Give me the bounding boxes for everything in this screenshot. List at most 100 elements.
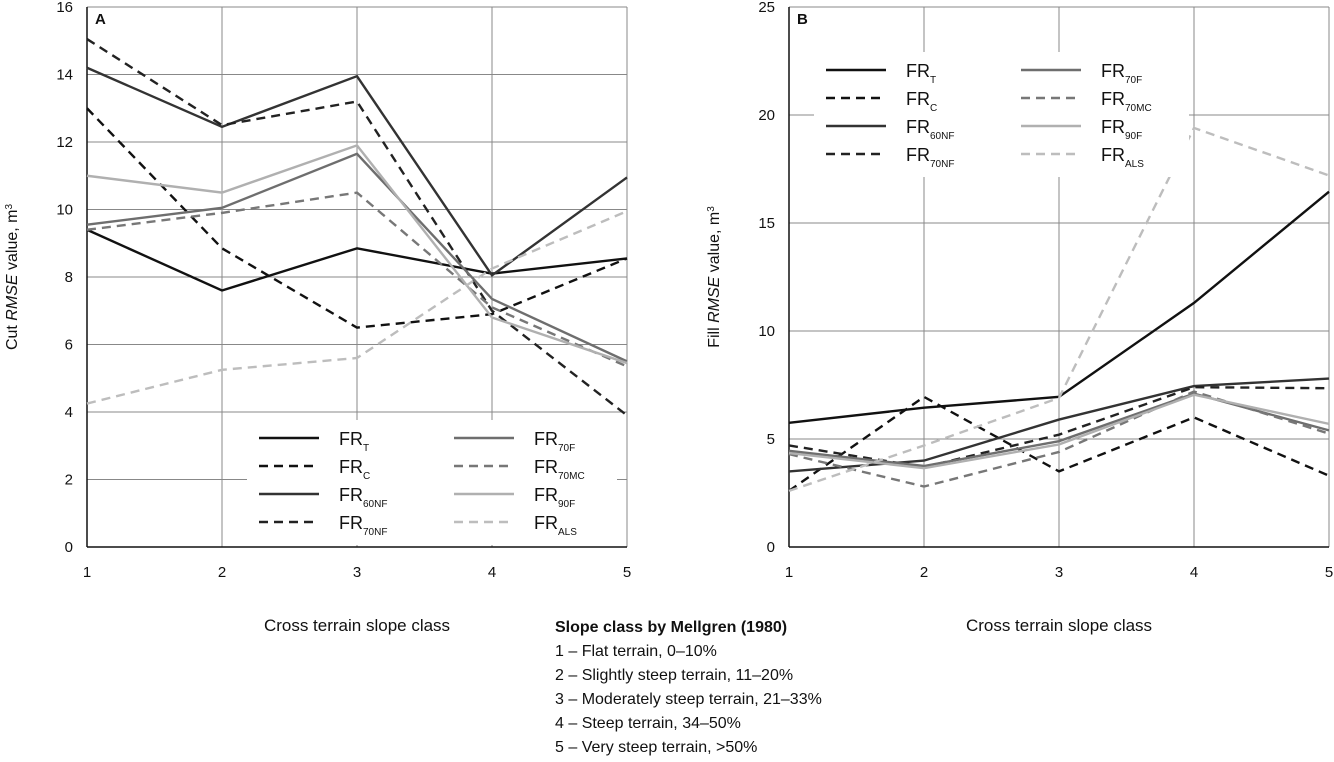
legend-subscript: 70MC (558, 471, 585, 482)
series-line (86, 38, 628, 417)
legend-name: FR (339, 457, 363, 477)
y-tick-label: 4 (65, 404, 73, 421)
series-line (788, 393, 1330, 470)
series-line (86, 152, 628, 363)
y-tick-label: 10 (758, 323, 775, 340)
y-axis-label-part: Cut (4, 321, 21, 350)
legend-label: FR90F (534, 485, 575, 510)
panel-label: A (95, 11, 106, 28)
note-item: 2 – Slightly steep terrain, 11–20% (555, 667, 793, 684)
y-tick-label: 0 (767, 539, 775, 556)
legend-name: FR (906, 89, 930, 109)
y-axis-label-part: value, m (706, 212, 723, 277)
series-line (86, 66, 628, 278)
series-group (788, 126, 1330, 492)
legend-subscript: 60NF (930, 131, 954, 142)
y-tick-label: 10 (56, 202, 73, 219)
legend-subscript: 70F (1125, 75, 1142, 86)
legend-name: FR (534, 485, 558, 505)
note-item: 4 – Steep terrain, 34–50% (555, 715, 741, 732)
series-line (86, 143, 628, 365)
x-axis-label: Cross terrain slope class (264, 616, 450, 635)
legend-name: FR (906, 61, 930, 81)
legend-subscript: 90F (1125, 131, 1142, 142)
x-axis-label: Cross terrain slope class (966, 616, 1152, 635)
legend-subscript: C (930, 103, 937, 114)
legend-name: FR (534, 513, 558, 533)
chart: 0 5 10 15 20 25 1 2 3 4 5 B Cross terrain slope clas… (706, 0, 1334, 635)
legend-subscript: C (363, 471, 370, 482)
y-tick-label: 2 (65, 472, 73, 489)
legend-box (247, 420, 617, 545)
y-tick-label: 5 (767, 431, 775, 448)
note-title: Slope class by Mellgren (1980) (555, 619, 787, 636)
legend-name: FR (1101, 89, 1125, 109)
note: Slope class by Mellgren (1980) 1 – Flat … (555, 619, 822, 756)
y-tick-label: 25 (758, 0, 775, 16)
y-tick-label: 8 (65, 269, 73, 286)
legend-subscript: 70NF (363, 527, 387, 538)
legend-name: FR (534, 429, 558, 449)
y-axis-label-part: RMSE (4, 274, 21, 321)
legend-subscript: 70NF (930, 159, 954, 170)
series-line (86, 107, 628, 329)
series-line (86, 228, 628, 292)
x-tick-label: 1 (83, 564, 91, 581)
y-axis-label-part: RMSE (706, 276, 723, 323)
y-tick-label: 16 (56, 0, 73, 16)
legend-label: FR70F (534, 429, 575, 454)
y-axis-label-part: 3 (4, 204, 15, 210)
x-tick-label: 3 (1055, 564, 1063, 581)
legend-label: FRC (906, 89, 937, 114)
y-axis-label-part: Fill (706, 323, 723, 348)
legend-label: FRALS (1101, 145, 1144, 170)
legend-label: FR90F (1101, 117, 1142, 142)
series-line (788, 126, 1330, 492)
legend-label: FR60NF (339, 485, 387, 510)
legend-label: FR70NF (339, 513, 387, 538)
legend-name: FR (339, 429, 363, 449)
series-line (788, 395, 1330, 492)
y-axis-label-part: 3 (706, 206, 717, 212)
y-tick-label: 12 (56, 134, 73, 151)
legend-name: FR (1101, 61, 1125, 81)
legend-name: FR (1101, 117, 1125, 137)
legend-label: FRALS (534, 513, 577, 538)
x-tick-label: 5 (623, 564, 631, 581)
legend-label: FR60NF (906, 117, 954, 142)
series-line (86, 191, 628, 368)
legend-label: FR70MC (1101, 89, 1152, 114)
legend-label: FRT (906, 61, 936, 86)
legend-label: FR70NF (906, 145, 954, 170)
legend-subscript: 70F (558, 443, 575, 454)
legend-subscript: T (363, 443, 369, 454)
y-tick-label: 15 (758, 215, 775, 232)
y-axis-label: Fill RMSE value, m3 (706, 206, 724, 348)
legend-name: FR (906, 145, 930, 165)
legend-name: FR (339, 485, 363, 505)
y-tick-label: 14 (56, 67, 73, 84)
x-tick-label: 4 (1190, 564, 1198, 581)
legend-name: FR (1101, 145, 1125, 165)
x-tick-label: 3 (353, 564, 361, 581)
y-axis-label: Cut RMSE value, m3 (4, 204, 22, 351)
x-tick-label: 1 (785, 564, 793, 581)
x-tick-label: 4 (488, 564, 496, 581)
y-tick-label: 20 (758, 107, 775, 124)
legend-label: FRC (339, 457, 370, 482)
y-tick-label: 6 (65, 337, 73, 354)
legend-subscript: ALS (1125, 159, 1144, 170)
legend-label: FR70F (1101, 61, 1142, 86)
legend-subscript: 70MC (1125, 103, 1152, 114)
note-item: 1 – Flat terrain, 0–10% (555, 643, 717, 660)
legend-name: FR (339, 513, 363, 533)
legend-subscript: ALS (558, 527, 577, 538)
note-item: 3 – Moderately steep terrain, 21–33% (555, 691, 822, 708)
legend-name: FR (906, 117, 930, 137)
y-tick-label: 0 (65, 539, 73, 556)
legend-subscript: 60NF (363, 499, 387, 510)
legend-name: FR (534, 457, 558, 477)
legend-subscript: 90F (558, 499, 575, 510)
